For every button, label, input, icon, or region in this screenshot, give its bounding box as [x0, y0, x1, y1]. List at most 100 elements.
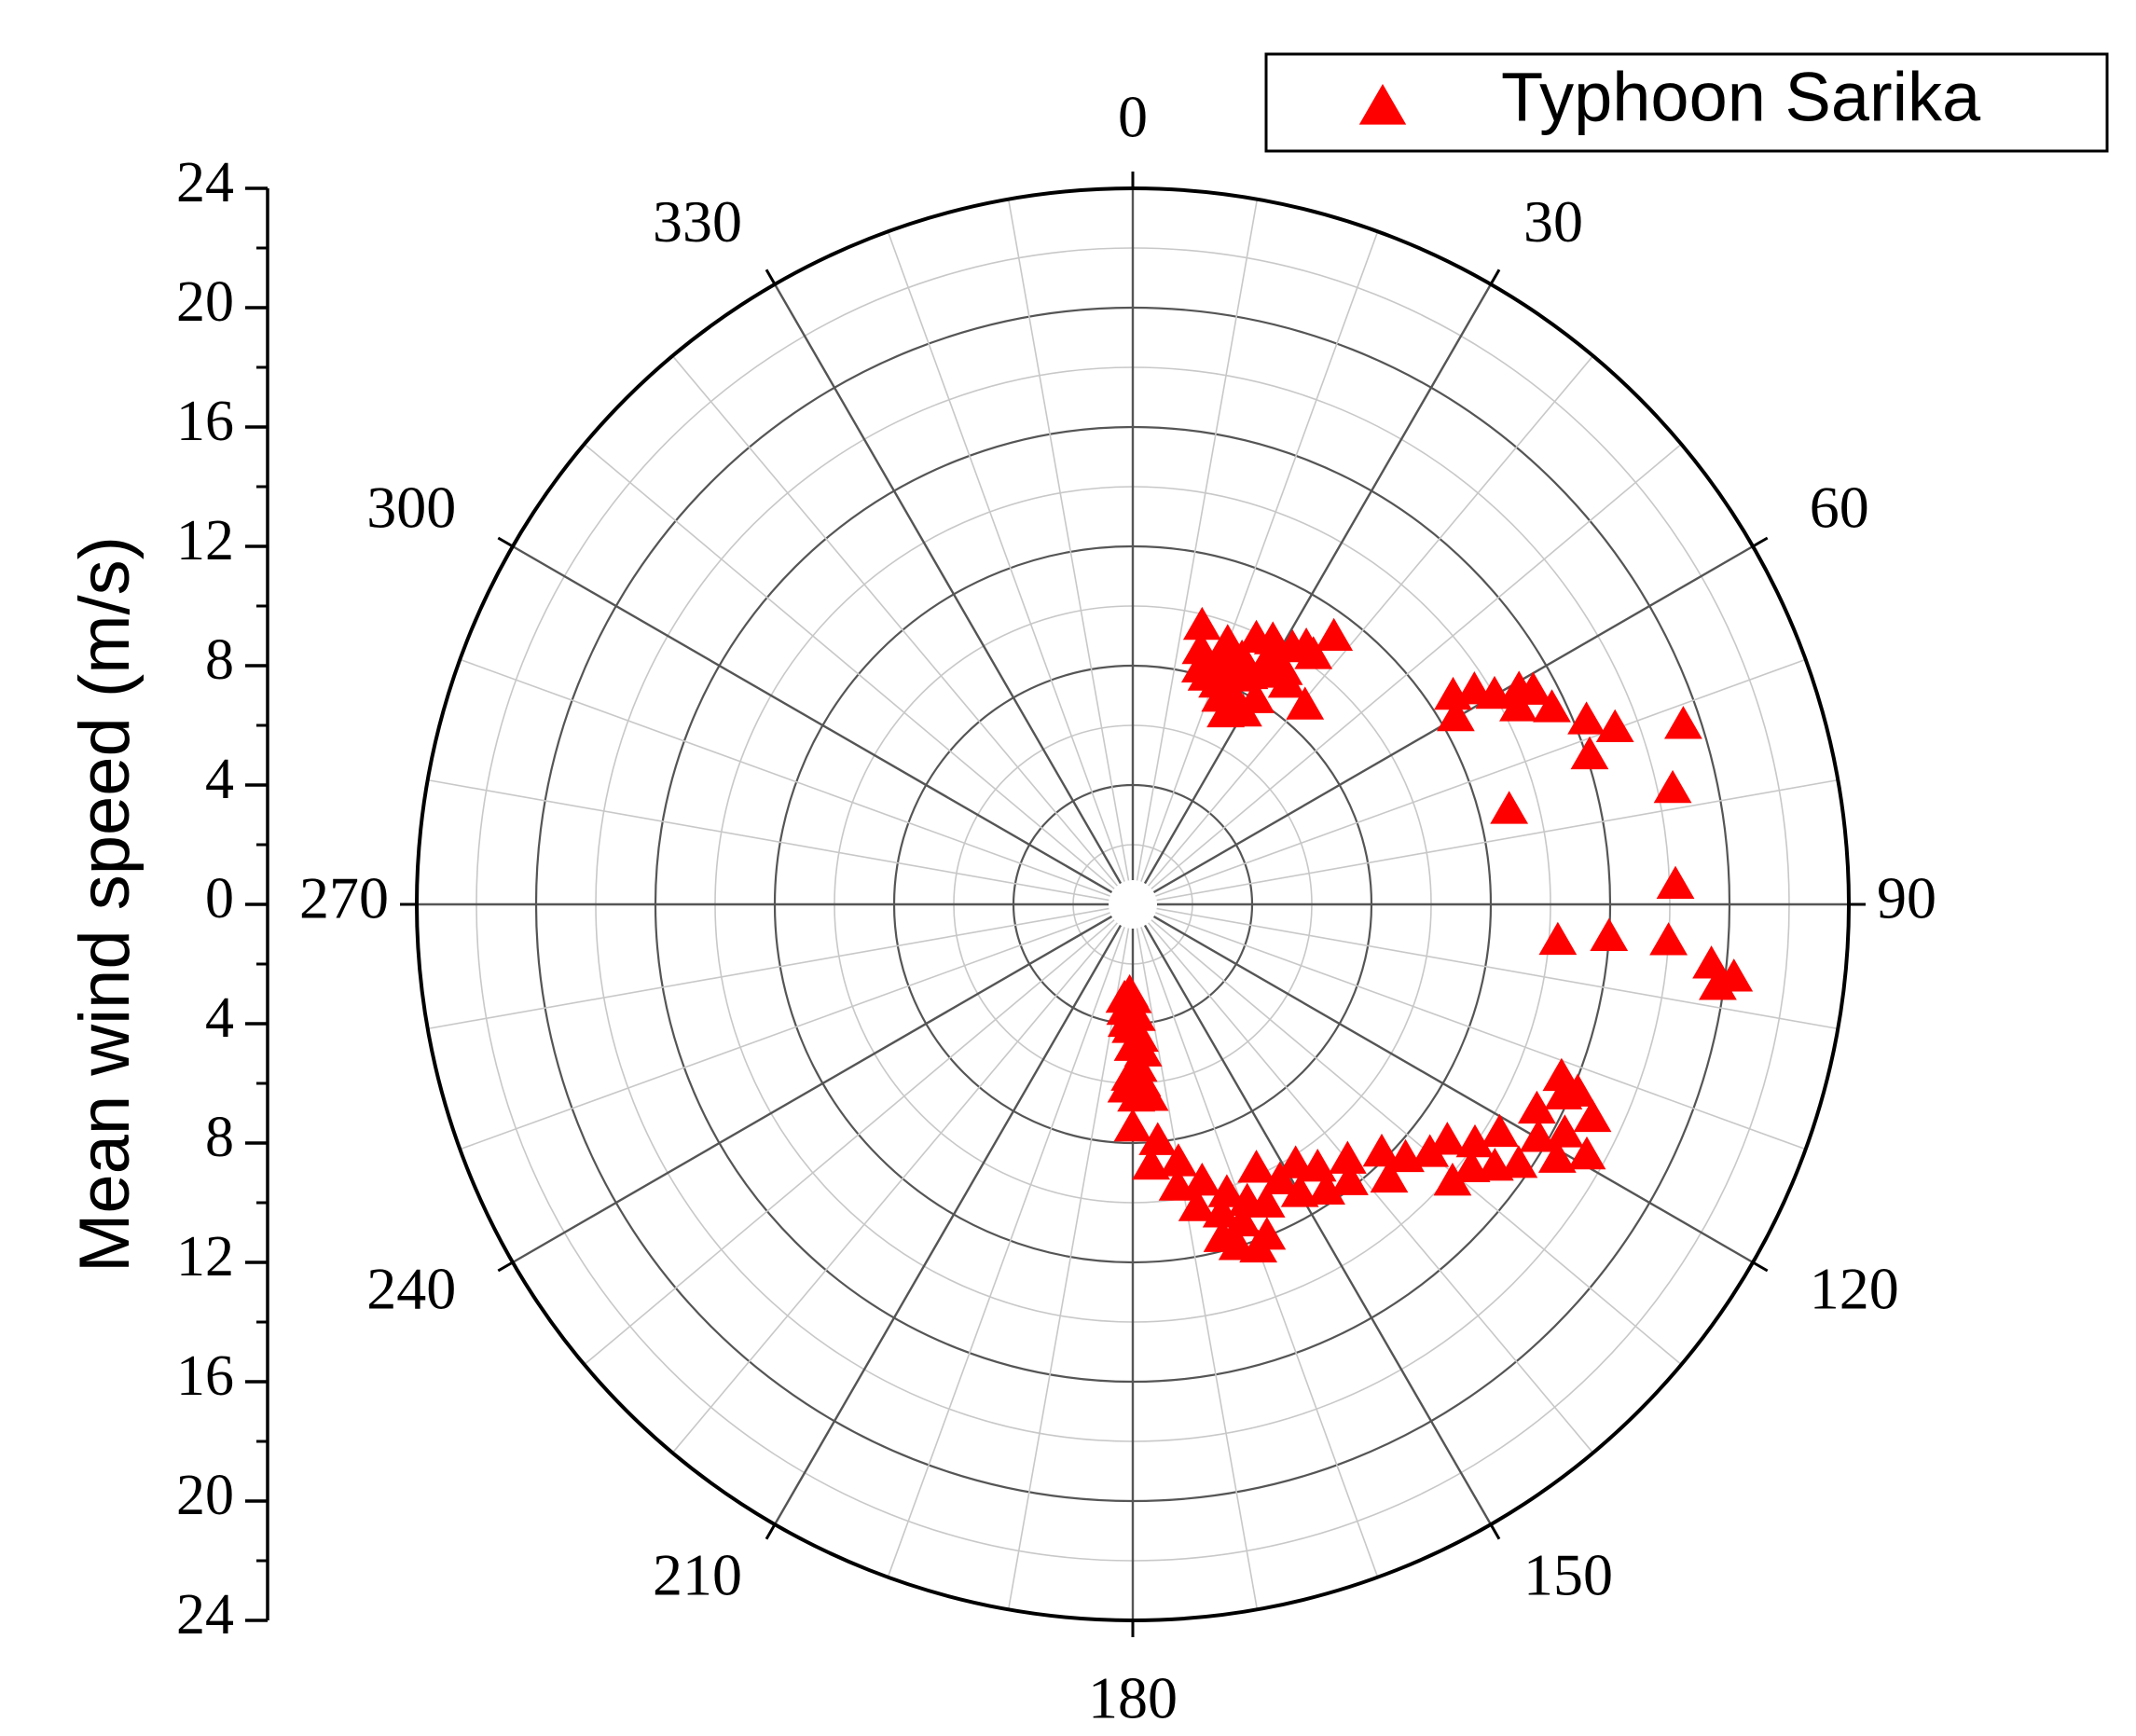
- angular-tick: [497, 1261, 514, 1273]
- data-point: [1182, 1162, 1221, 1196]
- data-point: [1437, 697, 1475, 732]
- data-point: [1570, 736, 1609, 770]
- data-point: [1315, 617, 1354, 652]
- minor-spoke: [427, 778, 1116, 902]
- data-point: [1475, 1148, 1514, 1181]
- data-point: [1228, 1182, 1267, 1216]
- data-point: [1595, 709, 1634, 743]
- data-point: [1590, 917, 1629, 951]
- angular-tick: [1752, 536, 1769, 548]
- angular-tick: [1489, 269, 1501, 285]
- data-point: [1544, 1076, 1583, 1109]
- data-point: [1286, 686, 1325, 720]
- data-point: [1411, 1134, 1450, 1167]
- angle-label-150: 150: [1523, 1541, 1613, 1607]
- data-point: [1370, 1159, 1409, 1193]
- data-point: [1107, 1069, 1146, 1103]
- data-point: [1699, 967, 1737, 1000]
- angular-tick: [497, 536, 514, 548]
- data-point: [1267, 665, 1306, 698]
- legend-label: Typhoon Sarika: [1501, 59, 1981, 136]
- minor-spoke: [1135, 921, 1259, 1610]
- radial-tick-label: 4: [205, 986, 234, 1050]
- data-point: [1481, 1113, 1519, 1148]
- minor-spoke: [887, 920, 1128, 1578]
- radial-tick-label: 16: [176, 390, 234, 453]
- data-point: [1452, 1149, 1491, 1182]
- data-point: [1537, 1139, 1577, 1173]
- radial-tick-label: 12: [176, 509, 234, 572]
- angular-tick: [1752, 1261, 1769, 1273]
- data-point: [1490, 791, 1529, 824]
- data-point: [1653, 769, 1692, 804]
- major-spoke: [512, 912, 1118, 1264]
- minor-spoke: [887, 231, 1128, 889]
- data-point: [1236, 680, 1275, 713]
- data-point: [1499, 688, 1537, 722]
- data-points: [1105, 606, 1754, 1263]
- center-hub: [1109, 880, 1157, 929]
- data-point: [1113, 1108, 1152, 1142]
- data-point: [1573, 1098, 1612, 1133]
- angle-label-60: 60: [1810, 475, 1869, 541]
- radial-tick-label: 24: [176, 1583, 234, 1646]
- angle-label-30: 30: [1523, 188, 1583, 255]
- minor-spoke: [1143, 355, 1594, 891]
- data-point: [1261, 1161, 1300, 1194]
- radial-tick-label: 8: [205, 1106, 234, 1169]
- data-point: [1294, 636, 1333, 669]
- radial-tick-label: 20: [176, 270, 234, 334]
- angle-label-240: 240: [366, 1256, 456, 1322]
- angle-label-270: 270: [299, 865, 389, 931]
- data-point: [1545, 1114, 1584, 1148]
- angle-label-120: 120: [1810, 1256, 1899, 1322]
- data-point: [1237, 1150, 1275, 1183]
- angle-label-90: 90: [1877, 865, 1936, 931]
- data-point: [1664, 706, 1702, 739]
- data-point: [1519, 1119, 1558, 1152]
- data-point: [1538, 921, 1578, 956]
- data-point: [1656, 865, 1695, 899]
- minor-spoke: [1137, 231, 1379, 889]
- radial-tick-label: 8: [205, 628, 234, 692]
- data-point: [1542, 1057, 1581, 1092]
- data-point: [1182, 606, 1221, 641]
- angular-tick: [765, 1523, 777, 1540]
- major-spoke: [1148, 912, 1754, 1264]
- data-point: [1113, 1027, 1152, 1061]
- data-point: [1276, 1145, 1316, 1178]
- angle-label-0: 0: [1118, 84, 1148, 150]
- minor-spoke: [1150, 906, 1839, 1030]
- data-point: [1158, 1167, 1197, 1201]
- minor-spoke: [1007, 199, 1131, 888]
- minor-spoke: [1149, 658, 1806, 900]
- angular-tick: [765, 269, 777, 285]
- radial-tick-label: 12: [176, 1225, 234, 1288]
- data-point: [1427, 1122, 1467, 1155]
- minor-spoke: [1150, 778, 1839, 902]
- y-axis-label: Mean wind speed (m/s): [65, 536, 145, 1273]
- data-point: [1138, 1122, 1178, 1155]
- minor-spoke: [1149, 909, 1806, 1150]
- data-point: [1514, 671, 1552, 705]
- major-spoke: [1140, 919, 1493, 1525]
- data-point: [1178, 1188, 1217, 1221]
- angle-label-300: 300: [366, 475, 456, 541]
- radial-tick-label: 24: [176, 151, 234, 214]
- angle-label-180: 180: [1088, 1665, 1178, 1731]
- minor-spoke: [1146, 915, 1682, 1366]
- data-point: [1362, 1133, 1401, 1167]
- data-point: [1692, 945, 1730, 979]
- angle-label-330: 330: [653, 188, 742, 255]
- data-point: [1533, 689, 1571, 723]
- minor-spoke: [671, 917, 1123, 1454]
- data-point: [1567, 701, 1605, 735]
- legend: Typhoon Sarika: [1264, 52, 2109, 153]
- minor-spoke: [1146, 443, 1682, 894]
- data-point: [1649, 922, 1688, 956]
- data-point: [1328, 1140, 1367, 1174]
- data-point: [1499, 1145, 1538, 1178]
- outer-ring: [415, 186, 1851, 1622]
